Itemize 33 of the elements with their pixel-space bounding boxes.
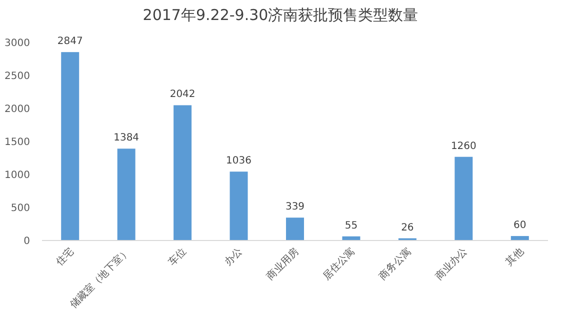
bar — [174, 105, 192, 240]
x-tick-label: 住宅 — [54, 246, 76, 268]
y-tick-label: 0 — [24, 236, 30, 247]
x-tick-label: 商务公寓 — [376, 246, 414, 282]
chart-title: 2017年9.22-9.30济南获批预售类型数量 — [142, 6, 418, 24]
data-label: 1036 — [226, 156, 252, 167]
y-tick-label: 500 — [10, 203, 30, 214]
data-label: 60 — [514, 220, 526, 232]
y-tick-label: 2500 — [4, 71, 30, 82]
data-label: 2042 — [170, 89, 196, 100]
bar — [230, 172, 248, 240]
x-tick-label: 居住公寓 — [320, 246, 358, 282]
y-tick-label: 1000 — [4, 170, 30, 181]
y-tick-label: 1500 — [4, 137, 30, 148]
y-tick-label: 3000 — [4, 38, 30, 49]
bar — [342, 236, 360, 240]
data-label: 1260 — [450, 140, 476, 152]
x-tick-label: 办公 — [222, 246, 245, 268]
data-label: 55 — [344, 220, 358, 232]
y-tick-label: 2000 — [4, 104, 30, 115]
x-tick-label: 其他 — [503, 246, 526, 268]
bar — [117, 148, 136, 240]
data-label: 26 — [401, 222, 414, 234]
data-label: 2847 — [57, 36, 83, 48]
data-label: 339 — [285, 202, 305, 213]
bar — [286, 218, 304, 240]
x-tick-label: 商业办公 — [433, 246, 470, 282]
bar — [454, 156, 473, 240]
bar — [510, 236, 529, 240]
bar — [61, 52, 80, 240]
data-label: 1384 — [114, 132, 140, 144]
x-tick-label: 商业用房 — [264, 246, 302, 282]
x-tick-label: 车位 — [166, 246, 189, 268]
